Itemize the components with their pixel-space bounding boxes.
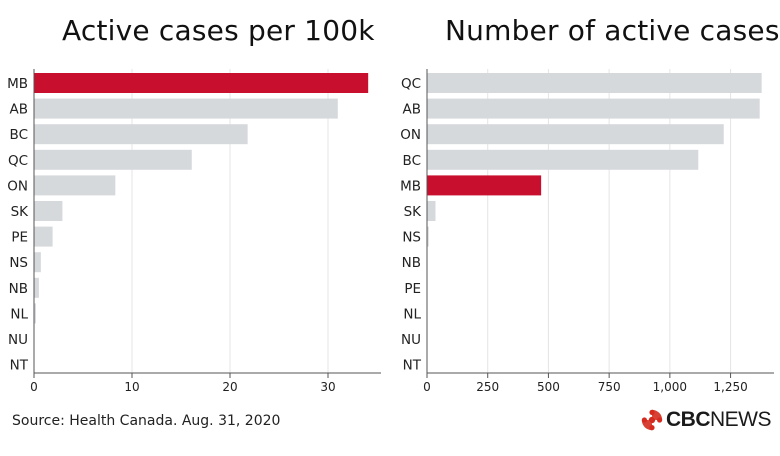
logo-text-bold: CBC xyxy=(666,408,711,431)
left-category-label: SK xyxy=(11,204,30,220)
left-bar-pe xyxy=(34,226,53,247)
left-bar-nl xyxy=(34,303,36,324)
right-bar-sk xyxy=(427,201,436,221)
cbc-gem-icon xyxy=(641,409,663,431)
left-x-tick-label: 10 xyxy=(124,380,139,394)
right-category-label: NT xyxy=(403,358,422,374)
left-bar-bc xyxy=(34,124,248,145)
left-category-label: ON xyxy=(7,178,28,194)
right-category-label: MB xyxy=(400,178,421,194)
right-category-label: BC xyxy=(403,153,421,169)
left-bar-ab xyxy=(34,98,338,119)
right-x-tick-label: 250 xyxy=(476,380,499,394)
left-category-label: MB xyxy=(7,76,28,92)
left-category-label: PE xyxy=(11,230,28,246)
left-category-label: NU xyxy=(8,332,28,348)
right-x-tick-label: 1,250 xyxy=(713,380,747,394)
right-chart-title: Number of active cases xyxy=(445,14,780,47)
left-x-tick-label: 0 xyxy=(30,380,38,394)
right-bar-on xyxy=(427,124,724,145)
right-bar-ab xyxy=(427,98,760,119)
right-category-label: SK xyxy=(404,204,423,220)
right-x-tick-label: 750 xyxy=(598,380,621,394)
left-category-label: BC xyxy=(10,127,28,143)
left-category-label: NL xyxy=(10,306,28,322)
left-x-tick-label: 20 xyxy=(222,380,237,394)
logo-text-regular: NEWS xyxy=(710,408,772,431)
left-category-label: NS xyxy=(9,255,28,271)
left-category-label: NT xyxy=(10,358,29,374)
right-x-tick-label: 500 xyxy=(537,380,560,394)
left-bar-ns xyxy=(34,252,41,273)
source-note: Source: Health Canada. Aug. 31, 2020 xyxy=(12,413,281,429)
right-category-label: AB xyxy=(403,102,422,118)
right-bar-bc xyxy=(427,149,699,170)
right-category-label: PE xyxy=(404,281,421,297)
right-x-tick-label: 1,000 xyxy=(653,380,687,394)
left-bar-mb xyxy=(34,73,369,93)
left-category-label: AB xyxy=(10,102,29,118)
left-bar-on xyxy=(34,175,116,196)
right-bar-ns xyxy=(427,226,429,247)
left-chart-title: Active cases per 100k xyxy=(62,14,375,47)
right-x-tick-label: 0 xyxy=(423,380,431,394)
right-category-label: NL xyxy=(403,306,421,322)
left-bar-nb xyxy=(34,277,39,298)
left-category-label: NB xyxy=(9,281,28,297)
right-category-label: NU xyxy=(401,332,421,348)
logo-wordmark: CBCNEWS xyxy=(666,408,772,432)
right-bar-qc xyxy=(427,73,762,93)
right-category-label: ON xyxy=(400,127,421,143)
left-category-label: QC xyxy=(8,153,28,169)
right-category-label: NB xyxy=(402,255,421,271)
right-category-label: NS xyxy=(402,230,421,246)
left-chart-panel: MB AB BC QC ON SK PE NS NB NL NU NT0 10 20 30 xyxy=(7,69,381,394)
left-bar-qc xyxy=(34,149,192,170)
left-bar-sk xyxy=(34,201,63,221)
left-x-tick-label: 30 xyxy=(320,380,335,394)
right-chart-panel: QC AB ON BC MB SK NS NB PE NL NU NT0 250 500 750 1,000 1… xyxy=(400,69,774,394)
right-category-label: QC xyxy=(401,76,421,92)
right-bar-mb xyxy=(427,175,542,196)
cbc-news-logo: CBCNEWS xyxy=(641,408,772,432)
